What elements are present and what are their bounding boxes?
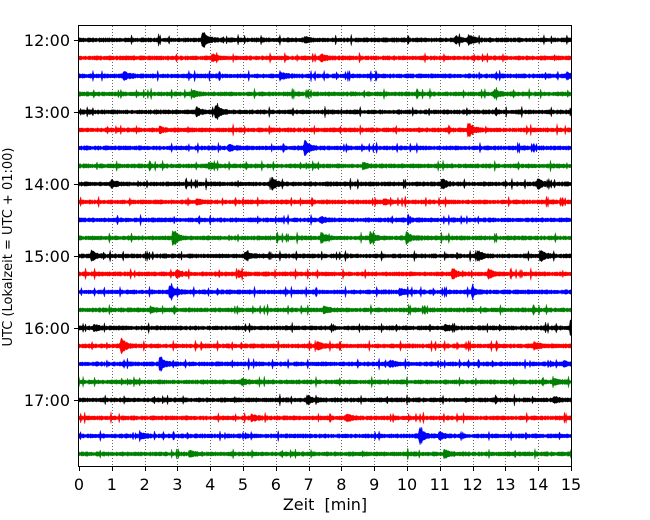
trace-1615 — [78, 337, 572, 355]
trace-1715 — [78, 411, 572, 424]
trace-1400 — [78, 176, 572, 191]
x-tick-label: 0 — [74, 475, 84, 494]
y-tick-label: 14:00 — [24, 175, 70, 194]
trace-1430 — [78, 214, 572, 226]
x-axis-ticks: 0 1 2 3 4 5 6 7 8 9 10 11 12 13 14 15 — [74, 466, 581, 494]
plot-frame — [78, 25, 572, 467]
trace-1530 — [78, 282, 572, 302]
trace-1630 — [78, 356, 572, 372]
x-tick-label: 3 — [172, 475, 182, 494]
y-tick-label: 12:00 — [24, 31, 70, 50]
trace-1600 — [78, 319, 572, 337]
seismic-traces — [78, 32, 572, 461]
x-tick-label: 5 — [238, 475, 248, 494]
y-tick-label: 16:00 — [24, 319, 70, 338]
x-tick-label: 14 — [528, 475, 548, 494]
trace-1545 — [78, 303, 572, 316]
y-tick-label: 15:00 — [24, 247, 70, 266]
trace-1730 — [78, 426, 572, 446]
x-tick-label: 15 — [561, 475, 581, 494]
x-tick-label: 6 — [271, 475, 281, 494]
y-tick-label: 13:00 — [24, 103, 70, 122]
trace-1700 — [78, 393, 572, 407]
x-tick-label: 7 — [304, 475, 314, 494]
trace-1230 — [78, 69, 572, 83]
x-tick-label: 13 — [495, 475, 515, 494]
x-tick-label: 11 — [430, 475, 450, 494]
trace-1315 — [78, 123, 572, 138]
x-tick-label: 1 — [107, 475, 117, 494]
trace-1415 — [78, 195, 572, 208]
trace-1345 — [78, 159, 572, 172]
trace-1330 — [78, 139, 572, 156]
x-tick-label: 4 — [205, 475, 215, 494]
trace-1445 — [78, 230, 572, 247]
x-tick-label: 10 — [397, 475, 417, 494]
trace-1500 — [78, 249, 572, 263]
x-axis-label: Zeit [min] — [283, 495, 367, 514]
trace-1515 — [78, 267, 572, 281]
x-tick-label: 9 — [369, 475, 379, 494]
trace-1200 — [78, 32, 572, 48]
x-tick-label: 8 — [336, 475, 346, 494]
trace-1300 — [78, 102, 572, 121]
x-tick-label: 2 — [140, 475, 150, 494]
trace-1645 — [78, 375, 572, 389]
minute-grid — [112, 26, 539, 466]
x-tick-label: 12 — [462, 475, 482, 494]
trace-1215 — [78, 51, 572, 64]
trace-1745 — [78, 447, 572, 461]
y-axis-ticks: 12:00 13:00 14:00 15:00 16:00 17:00 — [24, 31, 79, 410]
y-tick-label: 17:00 — [24, 391, 70, 410]
trace-1245 — [78, 87, 572, 102]
y-axis-label: UTC (Lokalzeit = UTC + 01:00) — [1, 148, 16, 347]
